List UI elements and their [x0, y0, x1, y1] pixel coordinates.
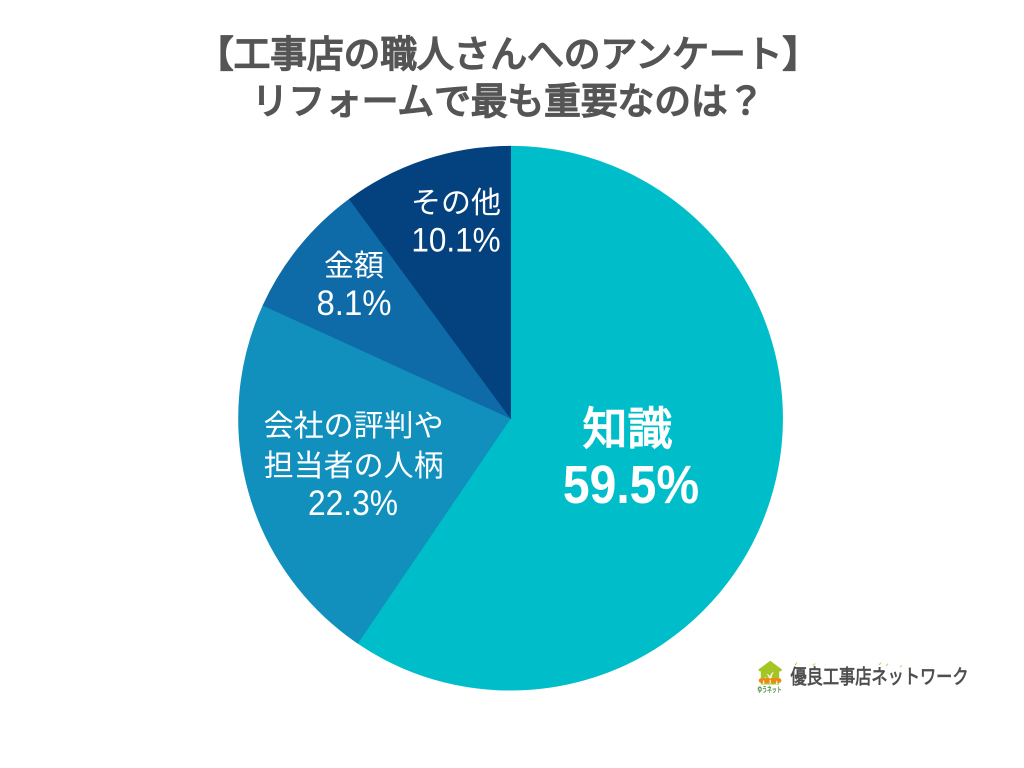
svg-text:優良工事店ネットワーク: 優良工事店ネットワーク: [790, 665, 969, 689]
svg-text:ゆうネット: ゆうネット: [757, 685, 782, 694]
